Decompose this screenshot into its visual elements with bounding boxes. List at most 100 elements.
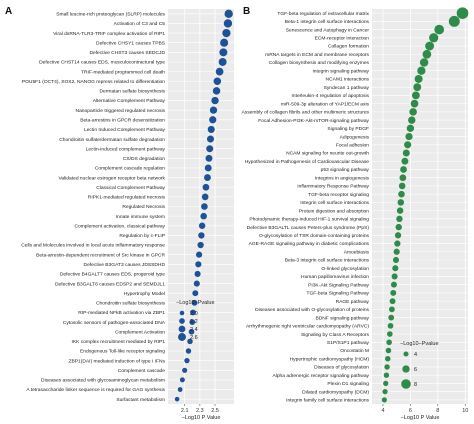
category-label: Chondroitin sulfate/dermatan sulfate deg…: [59, 137, 165, 143]
data-point: [223, 19, 233, 28]
category-label: NCAM1 interactions: [326, 77, 370, 83]
data-point: [386, 339, 392, 346]
data-point: [392, 256, 400, 264]
data-point: [394, 240, 401, 247]
category-label: POU5F1 (OCT4), SOX2, NANOG repress relat…: [22, 79, 165, 85]
data-point: [204, 164, 212, 172]
data-point: [205, 154, 213, 162]
category-label: O-glycosylation of TSR domain-containing…: [259, 233, 370, 239]
data-point: [384, 364, 390, 370]
data-point: [204, 174, 211, 182]
category-label: O-linked glycosylation: [321, 266, 369, 272]
data-point: [218, 58, 227, 66]
data-point: [182, 367, 188, 373]
data-point: [383, 380, 389, 387]
data-point: [408, 116, 416, 124]
category-label: Inflammatory Response Pathway: [297, 184, 369, 190]
category-label: Surfactant metabolism: [116, 397, 165, 403]
data-point: [402, 149, 410, 157]
category-label: Cells and Molecules involved in local ac…: [21, 243, 165, 249]
legend-size-marker: [179, 310, 185, 316]
category-label: AGE-RAGE signaling pathway in diabetic c…: [249, 241, 370, 247]
legend-size-marker: [178, 325, 186, 333]
data-point: [213, 77, 222, 86]
data-point: [405, 132, 413, 141]
data-point: [215, 67, 224, 76]
data-point: [206, 145, 214, 153]
data-point: [406, 124, 415, 132]
data-point: [188, 328, 195, 335]
category-label: TRIF-mediated programmed cell death: [81, 69, 165, 75]
category-label: ECM-receptor interaction: [315, 36, 370, 42]
x-tick-label: 4: [381, 408, 384, 414]
category-label: TGF-beta Signaling Pathway: [306, 291, 369, 297]
category-label: Defective B4GALT7 causes EDS, progeroid …: [60, 272, 165, 278]
data-point: [388, 314, 395, 321]
category-label: Diseases associated with glycosaminoglyc…: [41, 378, 165, 384]
category-label: RIP-mediated NFkB activation via ZBP1: [78, 310, 165, 316]
data-point: [411, 91, 420, 100]
data-point: [201, 193, 209, 201]
data-point: [174, 396, 180, 402]
category-label: A tetrasaccharide linker sequence is req…: [26, 387, 165, 393]
category-label: mRNA targets in ECM and membrane recepto…: [265, 52, 369, 58]
x-tick-label: 2.1: [181, 408, 189, 414]
category-label: BDNF signaling pathway: [315, 315, 369, 321]
x-tick-label: 6: [409, 408, 412, 414]
data-point: [390, 289, 397, 296]
category-label: Innate immune system: [116, 214, 165, 220]
category-label: Oncostatin M: [340, 348, 369, 354]
data-point: [381, 397, 387, 403]
data-point: [194, 270, 201, 277]
category-label: Signaling by PDGF: [327, 126, 369, 132]
category-label: Alpha adrenergic receptor signaling path…: [272, 373, 369, 379]
data-point: [212, 87, 221, 95]
data-point: [206, 135, 215, 143]
category-label: Regulated Necrosis: [122, 204, 165, 210]
data-point: [211, 96, 219, 105]
legend-size-label: 4: [414, 352, 417, 358]
category-label: Collagen biosynthesis and modifying enzy…: [269, 60, 370, 66]
category-label: ZBP1(DAI) mediated induction of type I I…: [69, 358, 166, 364]
category-label: Validated nuclear estrogen receptor beta…: [59, 175, 166, 181]
legend-size-marker: [401, 379, 411, 389]
panel-label: B: [243, 6, 250, 17]
legend-size-marker: [178, 333, 186, 341]
category-label: Amoebiasis: [344, 249, 370, 255]
category-label: Alternative Complement Pathway: [93, 98, 166, 104]
data-point: [193, 280, 200, 287]
data-point: [414, 74, 423, 83]
data-point: [398, 190, 405, 198]
category-label: Defective B3GALT6 causes EDSP2 and SEMDJ…: [55, 281, 165, 287]
category-label: Collagen formation: [328, 44, 369, 50]
data-point: [191, 299, 198, 306]
category-label: S1P/S1P1 pathway: [327, 340, 370, 346]
data-point: [393, 248, 400, 255]
data-point: [179, 377, 185, 383]
data-point: [222, 28, 231, 38]
legend-size-label: 8: [414, 382, 417, 388]
category-label: Integrins in angiogenesis: [315, 175, 370, 181]
legend-title: −Log10−Pvalue: [176, 300, 215, 306]
data-point: [397, 199, 405, 206]
data-point: [184, 357, 190, 364]
data-point: [390, 281, 397, 288]
category-label: CS/DS degradation: [123, 156, 165, 162]
category-label: Regulation by c-FLIP: [119, 233, 165, 239]
data-point: [202, 183, 210, 191]
category-label: Complement cascade regulation: [95, 166, 165, 172]
data-point: [185, 348, 192, 354]
x-tick-label: 10: [462, 408, 468, 414]
data-point: [385, 355, 391, 362]
category-label: Diseases associated with O-glycosylation…: [255, 307, 369, 313]
category-label: Classical Complement Pathway: [96, 185, 165, 191]
category-label: Dilated cardiomyopathy (DCM): [302, 389, 369, 395]
data-point: [456, 7, 469, 19]
category-label: TGF-beta receptor signaling: [308, 192, 369, 198]
data-point: [190, 309, 196, 316]
legend-size-label: 2.6: [190, 335, 198, 341]
data-point: [192, 290, 199, 297]
data-point: [209, 106, 218, 114]
data-point: [209, 116, 217, 124]
